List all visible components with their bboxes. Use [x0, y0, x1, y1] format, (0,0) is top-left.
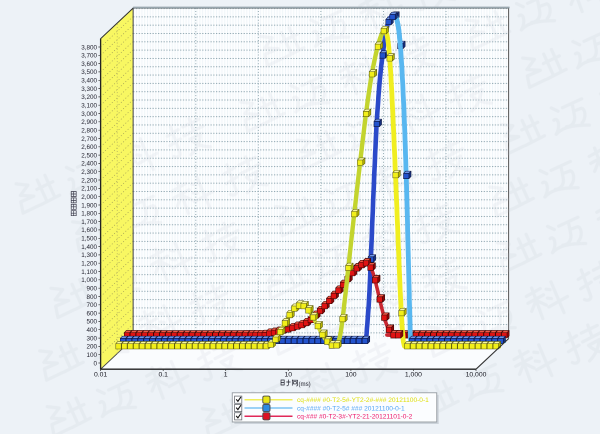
svg-text:0.01: 0.01	[94, 372, 107, 379]
svg-text:2,000: 2,000	[81, 194, 97, 201]
svg-text:100: 100	[86, 352, 97, 359]
svg-text:2,400: 2,400	[81, 161, 97, 168]
svg-text:3,400: 3,400	[81, 78, 97, 85]
svg-text:cq-#### #0-T2-5# ### 20121100-: cq-#### #0-T2-5# ### 20121100-0-1	[297, 405, 405, 412]
svg-text:1,000: 1,000	[405, 372, 422, 379]
svg-text:3,200: 3,200	[81, 94, 97, 101]
svg-text:200: 200	[86, 344, 97, 351]
svg-text:0.1: 0.1	[158, 372, 168, 379]
svg-text:800: 800	[86, 294, 97, 301]
svg-text:1,400: 1,400	[81, 244, 97, 251]
svg-text:1,900: 1,900	[81, 202, 97, 209]
svg-text:1,500: 1,500	[81, 236, 97, 243]
svg-text:700: 700	[86, 302, 97, 309]
svg-text:2,800: 2,800	[81, 128, 97, 135]
svg-text:500: 500	[86, 319, 97, 326]
svg-text:10,000: 10,000	[466, 372, 487, 379]
svg-text:3,500: 3,500	[81, 69, 97, 76]
svg-text:2,900: 2,900	[81, 119, 97, 126]
svg-text:10: 10	[285, 372, 293, 379]
svg-text:3,600: 3,600	[81, 61, 97, 68]
svg-text:3,100: 3,100	[81, 103, 97, 110]
svg-text:3,800: 3,800	[81, 44, 97, 51]
svg-text:2,300: 2,300	[81, 169, 97, 176]
svg-text:100: 100	[345, 372, 357, 379]
svg-text:2,700: 2,700	[81, 136, 97, 143]
svg-text:1: 1	[224, 372, 228, 379]
svg-text:2,500: 2,500	[81, 152, 97, 159]
svg-text:0: 0	[93, 360, 97, 367]
svg-text:1,000: 1,000	[81, 277, 97, 284]
svg-text:1,600: 1,600	[81, 227, 97, 234]
svg-text:1,700: 1,700	[81, 219, 97, 226]
svg-text:300: 300	[86, 335, 97, 342]
svg-text:900: 900	[86, 286, 97, 293]
svg-text:cq-### #0-T2-3#-YT2-21-2012110: cq-### #0-T2-3#-YT2-21-20121101-0-2	[297, 414, 413, 421]
svg-text:3,000: 3,000	[81, 111, 97, 118]
svg-text:2,200: 2,200	[81, 177, 97, 184]
svg-text:2,100: 2,100	[81, 186, 97, 193]
svg-text:3,700: 3,700	[81, 53, 97, 60]
svg-text:cq-#### #0-T2-5#-YT2-2#-### 20: cq-#### #0-T2-5#-YT2-2#-### 20121100-0-1	[297, 397, 429, 404]
svg-text:1,300: 1,300	[81, 252, 97, 259]
svg-text:400: 400	[86, 327, 97, 334]
svg-text:600: 600	[86, 310, 97, 317]
svg-text:1,800: 1,800	[81, 211, 97, 218]
svg-text:1,200: 1,200	[81, 261, 97, 268]
svg-text:2,600: 2,600	[81, 144, 97, 151]
svg-text:(ms): (ms)	[299, 381, 311, 388]
svg-text:3,300: 3,300	[81, 86, 97, 93]
svg-text:1,100: 1,100	[81, 269, 97, 276]
